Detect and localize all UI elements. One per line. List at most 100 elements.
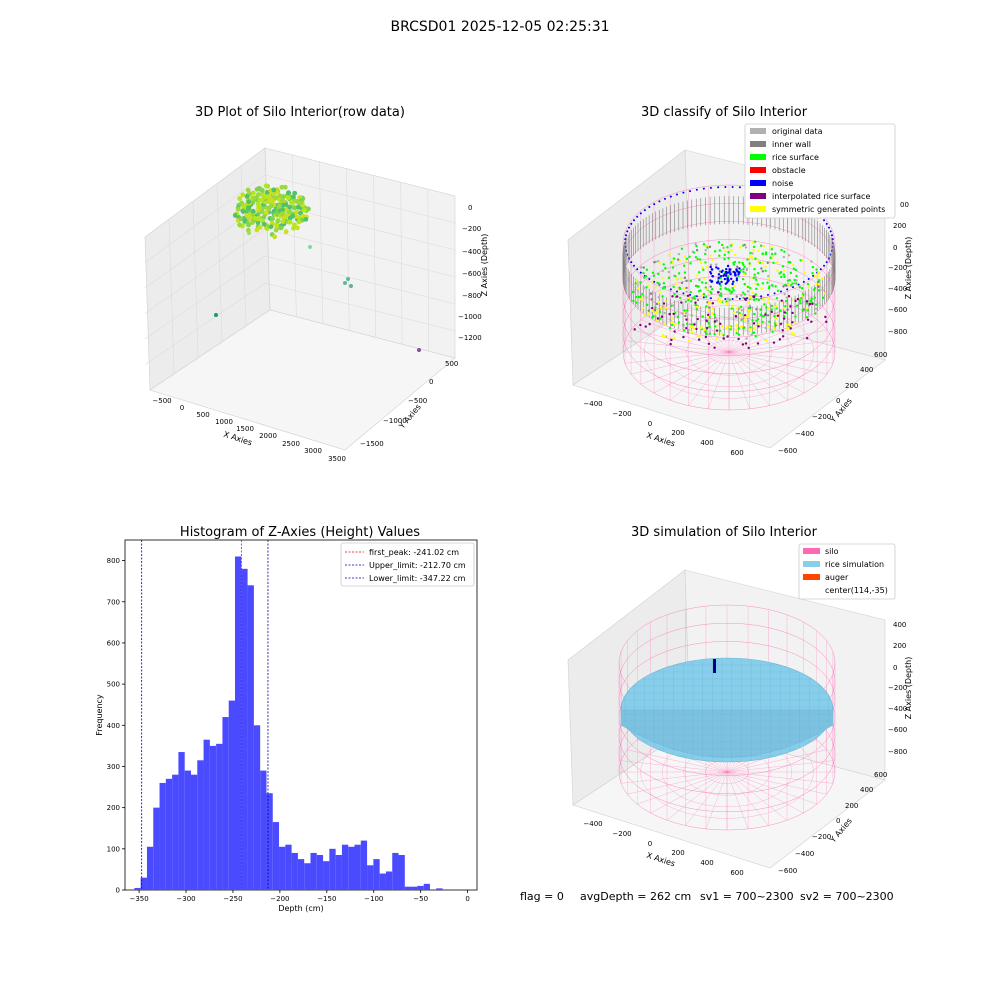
classify-z-ticks: 00 200 0 −200 −400 −600 −800 xyxy=(888,201,909,336)
surface-point xyxy=(658,291,661,294)
simulation-auger xyxy=(713,659,716,673)
surface-point xyxy=(657,300,660,304)
histogram-bar xyxy=(190,774,198,890)
surface-point xyxy=(716,332,719,335)
surface-point xyxy=(794,315,797,318)
interpolated-point xyxy=(764,313,767,316)
noise-point xyxy=(636,215,639,218)
surface-point xyxy=(785,324,788,327)
surface-point xyxy=(753,267,756,271)
surface-point xyxy=(792,263,795,267)
surface-point xyxy=(761,320,764,324)
panel-raw-3d: 3D Plot of Silo Interior(row data) −500 … xyxy=(144,105,489,463)
interpolated-point xyxy=(747,346,750,350)
raw-x-tick: 3000 xyxy=(304,447,322,455)
surface-point xyxy=(732,289,735,292)
raw-outlier-point xyxy=(308,245,312,249)
surface-point xyxy=(761,261,765,265)
surface-point xyxy=(642,271,645,275)
raw-grid-line xyxy=(168,219,175,375)
cls-z-tick: −200 xyxy=(888,264,907,272)
surface-point xyxy=(779,270,783,274)
surface-point xyxy=(762,314,766,318)
raw-grid-line xyxy=(264,174,456,224)
silo-floor-spoke xyxy=(726,771,788,821)
surface-point xyxy=(649,292,653,295)
cls-x-tick: 400 xyxy=(700,439,713,447)
surface-point xyxy=(751,319,754,322)
silo-floor-spoke xyxy=(685,771,728,826)
noise-point xyxy=(669,288,672,291)
surface-point xyxy=(693,297,696,300)
histogram-bar xyxy=(184,770,191,890)
raw-point xyxy=(273,227,279,233)
raw-z-axis-label: Z Axies (Depth) xyxy=(480,234,489,297)
histogram-x-tick-label: −50 xyxy=(413,895,428,903)
surface-point xyxy=(719,300,723,304)
surface-point xyxy=(645,286,648,289)
noise-point xyxy=(702,296,705,299)
surface-point xyxy=(798,299,802,302)
raw-z-tick: −600 xyxy=(462,270,481,278)
interpolated-point xyxy=(648,322,651,326)
histogram-bar xyxy=(385,871,393,890)
surface-point xyxy=(806,309,809,312)
silo-floor-spoke xyxy=(653,351,730,394)
surface-point xyxy=(813,274,817,278)
classify-x-ticks: −400 −200 0 200 400 600 xyxy=(583,400,743,457)
surface-point xyxy=(642,306,645,310)
histogram-bar xyxy=(417,885,424,890)
symmetric-point xyxy=(647,312,650,316)
auger-marker xyxy=(713,659,716,673)
raw-x-tick: 1500 xyxy=(236,425,254,433)
surface-point xyxy=(678,260,681,263)
silo-floor-spoke xyxy=(728,351,789,401)
sim-y-tick: −600 xyxy=(778,867,797,875)
symmetric-point xyxy=(703,328,706,332)
surface-point xyxy=(760,267,763,270)
surface-point xyxy=(713,332,716,336)
symmetric-point xyxy=(663,335,667,338)
surface-point xyxy=(756,318,760,321)
surface-point xyxy=(748,264,751,267)
interpolated-point xyxy=(695,327,698,331)
interpolated-point xyxy=(756,342,760,345)
silo-floor-spoke xyxy=(708,351,730,409)
surface-point xyxy=(743,282,746,286)
silo-floor-spoke xyxy=(726,771,827,795)
raw-x-tick: 500 xyxy=(196,411,209,419)
noise-point xyxy=(738,267,741,270)
surface-point xyxy=(768,320,771,323)
noise-point xyxy=(786,288,789,291)
noise-point xyxy=(653,280,656,283)
interpolated-point xyxy=(825,320,828,324)
surface-point xyxy=(675,282,678,285)
silo-floor-spoke xyxy=(728,351,827,375)
interpolated-point xyxy=(789,305,792,308)
histogram-bar xyxy=(411,886,418,890)
surface-point xyxy=(739,268,743,272)
silo-floor-spoke xyxy=(621,771,728,784)
interpolated-point xyxy=(806,318,810,322)
interpolated-point xyxy=(675,295,679,298)
silo-floor-spoke xyxy=(726,771,804,814)
histogram-bar xyxy=(335,855,342,890)
surface-point xyxy=(684,314,687,318)
silo-floor-spoke xyxy=(726,771,749,829)
legend-label-original-data: original data xyxy=(772,127,823,136)
interpolated-point xyxy=(744,298,747,302)
cls-x-tick: −200 xyxy=(612,410,631,418)
surface-point xyxy=(683,287,686,290)
surface-point xyxy=(755,287,758,291)
surface-point xyxy=(715,263,718,266)
surface-point xyxy=(642,266,645,269)
silo-floor-spoke xyxy=(728,295,750,353)
raw-point xyxy=(277,193,283,199)
surface-point xyxy=(718,249,721,252)
interpolated-point xyxy=(713,346,716,349)
surface-point xyxy=(722,334,725,337)
surface-point xyxy=(727,250,730,254)
surface-point xyxy=(704,295,708,299)
surface-point xyxy=(670,304,673,307)
histogram-bar xyxy=(235,556,242,890)
